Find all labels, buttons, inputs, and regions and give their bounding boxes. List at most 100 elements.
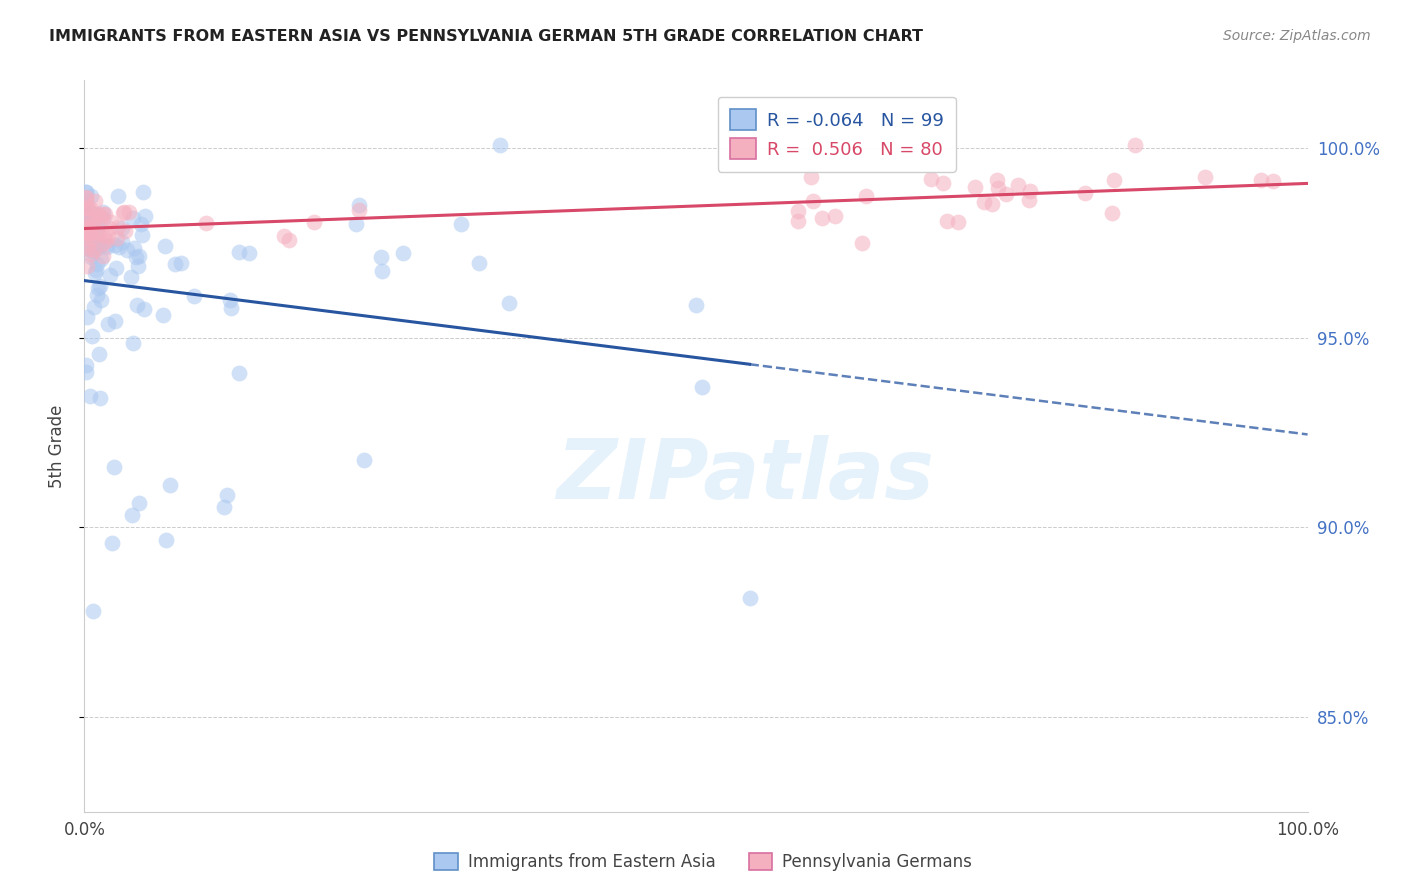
Point	[1019, 184, 1042, 198]
Point	[91, 249, 114, 263]
Point	[90, 210, 112, 224]
Point	[218, 293, 240, 308]
Point	[111, 235, 134, 249]
Point	[80, 243, 103, 257]
Point	[84, 194, 107, 208]
Point	[75, 227, 97, 242]
Legend: Immigrants from Eastern Asia, Pennsylvania Germans: Immigrants from Eastern Asia, Pennsylvan…	[426, 845, 980, 880]
Point	[97, 228, 120, 243]
Point	[824, 209, 846, 223]
Point	[83, 300, 105, 314]
Point	[103, 459, 125, 474]
Point	[371, 263, 394, 277]
Point	[76, 201, 98, 215]
Point	[1101, 206, 1123, 220]
Point	[125, 298, 148, 312]
Point	[1104, 173, 1126, 187]
Point	[80, 250, 103, 264]
Point	[121, 335, 143, 350]
Point	[75, 223, 97, 237]
Point	[90, 293, 112, 307]
Point	[114, 224, 136, 238]
Point	[347, 198, 370, 212]
Point	[125, 250, 148, 264]
Point	[83, 241, 105, 255]
Point	[134, 301, 156, 316]
Point	[93, 229, 115, 244]
Point	[86, 257, 108, 271]
Point	[86, 288, 108, 302]
Point	[75, 204, 97, 219]
Point	[117, 205, 139, 219]
Point	[786, 214, 808, 228]
Point	[75, 365, 97, 379]
Point	[302, 214, 325, 228]
Point	[75, 185, 97, 199]
Point	[105, 260, 128, 275]
Point	[91, 211, 114, 226]
Point	[344, 217, 367, 231]
Point	[79, 211, 101, 225]
Point	[1194, 170, 1216, 185]
Point	[183, 289, 205, 303]
Point	[84, 263, 107, 277]
Point	[155, 533, 177, 548]
Point	[122, 242, 145, 256]
Point	[973, 194, 995, 209]
Point	[1018, 193, 1040, 207]
Point	[120, 270, 142, 285]
Point	[1261, 174, 1284, 188]
Point	[165, 257, 187, 271]
Point	[75, 205, 97, 219]
Point	[107, 220, 129, 235]
Point	[100, 268, 122, 282]
Point	[76, 235, 98, 250]
Point	[80, 247, 103, 261]
Point	[489, 137, 512, 152]
Point	[75, 231, 97, 245]
Point	[738, 591, 761, 606]
Point	[851, 235, 873, 250]
Point	[159, 478, 181, 492]
Point	[855, 189, 877, 203]
Point	[353, 453, 375, 467]
Point	[76, 220, 98, 235]
Point	[86, 225, 108, 239]
Point	[100, 215, 122, 229]
Point	[83, 243, 105, 257]
Point	[219, 301, 242, 315]
Point	[76, 203, 98, 218]
Point	[468, 256, 491, 270]
Point	[76, 259, 98, 273]
Point	[1250, 173, 1272, 187]
Point	[77, 222, 100, 236]
Point	[134, 209, 156, 223]
Point	[153, 239, 176, 253]
Point	[277, 233, 299, 247]
Point	[79, 215, 101, 229]
Point	[115, 243, 138, 257]
Point	[86, 241, 108, 255]
Point	[498, 296, 520, 310]
Point	[84, 215, 107, 229]
Point	[84, 207, 107, 221]
Point	[76, 227, 98, 241]
Point	[132, 185, 155, 199]
Point	[75, 196, 97, 211]
Point	[108, 240, 131, 254]
Point	[97, 318, 120, 332]
Point	[370, 250, 392, 264]
Point	[75, 358, 97, 372]
Point	[995, 187, 1018, 202]
Point	[347, 202, 370, 217]
Point	[87, 281, 110, 295]
Point	[79, 227, 101, 241]
Point	[450, 218, 472, 232]
Point	[98, 221, 121, 235]
Point	[787, 203, 810, 218]
Point	[690, 380, 713, 394]
Point	[107, 189, 129, 203]
Point	[129, 217, 152, 231]
Point	[112, 204, 135, 219]
Point	[76, 225, 98, 239]
